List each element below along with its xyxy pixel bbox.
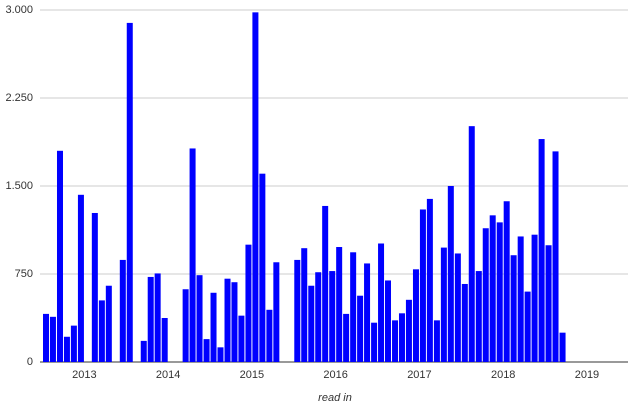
bar: [231, 282, 238, 362]
bar: [203, 339, 210, 362]
bar: [531, 234, 538, 362]
bar: [91, 212, 98, 362]
bar: [482, 228, 489, 362]
x-tick-label: 2017: [407, 369, 431, 381]
bar: [56, 150, 63, 362]
bar: [496, 222, 503, 362]
x-tick-label: 2019: [575, 369, 599, 381]
bar: [447, 186, 454, 362]
bar: [294, 259, 301, 362]
x-tick-label: 2018: [491, 369, 515, 381]
bar: [440, 247, 447, 362]
bar: [461, 283, 468, 362]
bar: [154, 273, 161, 362]
bar: [301, 248, 308, 362]
bar: [210, 292, 217, 362]
bar: [350, 252, 357, 362]
bar: [182, 289, 189, 362]
x-tick-label: 2016: [323, 369, 347, 381]
x-tick-label: 2014: [156, 369, 180, 381]
bar: [433, 320, 440, 362]
bar: [315, 272, 322, 362]
y-tick-label: 0: [27, 356, 33, 368]
bar: [217, 347, 224, 362]
bar: [398, 313, 405, 362]
bar: [552, 151, 559, 362]
y-tick-label: 750: [15, 268, 33, 280]
y-tick-label: 2.250: [5, 92, 33, 104]
bar: [70, 325, 77, 362]
bar: [140, 340, 147, 362]
bar: [259, 173, 266, 362]
bar: [266, 309, 273, 362]
bar: [196, 275, 203, 362]
bar: [392, 320, 399, 362]
bar: [252, 12, 259, 362]
bar: [468, 126, 475, 362]
bar: [161, 318, 168, 362]
bar: [245, 244, 252, 362]
bar: [224, 278, 231, 362]
y-tick-label: 1.500: [5, 180, 33, 192]
bar: [426, 198, 433, 362]
bar: [489, 215, 496, 362]
y-tick-label: 3.000: [5, 4, 33, 16]
bar: [336, 247, 343, 362]
bar: [357, 295, 364, 362]
bar: [559, 332, 566, 362]
bar: [405, 299, 412, 362]
bar: [273, 262, 280, 362]
bar: [364, 263, 371, 362]
bar: [43, 313, 50, 362]
bar: [419, 209, 426, 362]
bar: [384, 280, 391, 362]
bar: [454, 253, 461, 362]
bar: [98, 300, 105, 362]
bar: [343, 313, 350, 362]
bar: [545, 245, 552, 362]
bar: [329, 271, 336, 362]
bar: [412, 269, 419, 362]
bar: [126, 22, 133, 362]
bar: [63, 336, 70, 362]
bar: [189, 148, 196, 362]
bar: [371, 322, 378, 362]
bar: [524, 291, 531, 362]
bar: [308, 285, 315, 362]
bar: [538, 139, 545, 362]
bar: [517, 236, 524, 362]
bar: [510, 255, 517, 362]
bar: [475, 271, 482, 362]
bar: [119, 259, 126, 362]
bar: [378, 243, 385, 362]
bar: [77, 194, 84, 362]
x-axis-title: read in: [318, 392, 352, 404]
x-tick-label: 2013: [72, 369, 96, 381]
bar: [49, 316, 56, 362]
bar: [238, 315, 245, 362]
bar: [322, 205, 329, 362]
bar: [105, 285, 112, 362]
bar: [147, 276, 154, 362]
bar: [503, 201, 510, 362]
x-tick-label: 2015: [240, 369, 264, 381]
